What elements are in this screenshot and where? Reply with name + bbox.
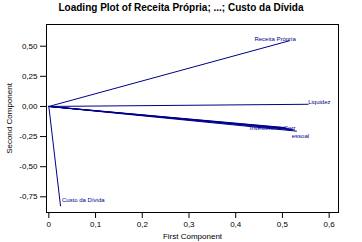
svg-text:-0,25: -0,25 [19, 132, 38, 141]
svg-text:Custo da Dívida: Custo da Dívida [62, 197, 105, 203]
svg-text:0: 0 [47, 220, 52, 229]
svg-text:-0,50: -0,50 [19, 162, 38, 171]
svg-text:InvestimentoCorr: InvestimentoCorr [250, 125, 296, 131]
svg-text:First Component: First Component [163, 232, 223, 241]
svg-text:0,3: 0,3 [183, 220, 195, 229]
svg-text:0,4: 0,4 [230, 220, 242, 229]
svg-text:0,1: 0,1 [90, 220, 102, 229]
html-text:Loading Plot of Receita Própri: Loading Plot of Receita Própria; ...; Cu… [58, 2, 304, 13]
svg-text:Liquidez: Liquidez [308, 99, 330, 105]
svg-text:-0,75: -0,75 [19, 192, 38, 201]
svg-text:essoal: essoal [292, 133, 309, 139]
svg-text:0,00: 0,00 [22, 102, 38, 111]
svg-text:0,5: 0,5 [277, 220, 289, 229]
svg-text:0,50: 0,50 [22, 42, 38, 51]
svg-text:Receita Própria: Receita Própria [254, 36, 296, 42]
svg-text:0,6: 0,6 [324, 220, 336, 229]
svg-text:Second Component: Second Component [5, 82, 14, 153]
svg-text:0,2: 0,2 [137, 220, 149, 229]
svg-text:0,25: 0,25 [22, 72, 38, 81]
